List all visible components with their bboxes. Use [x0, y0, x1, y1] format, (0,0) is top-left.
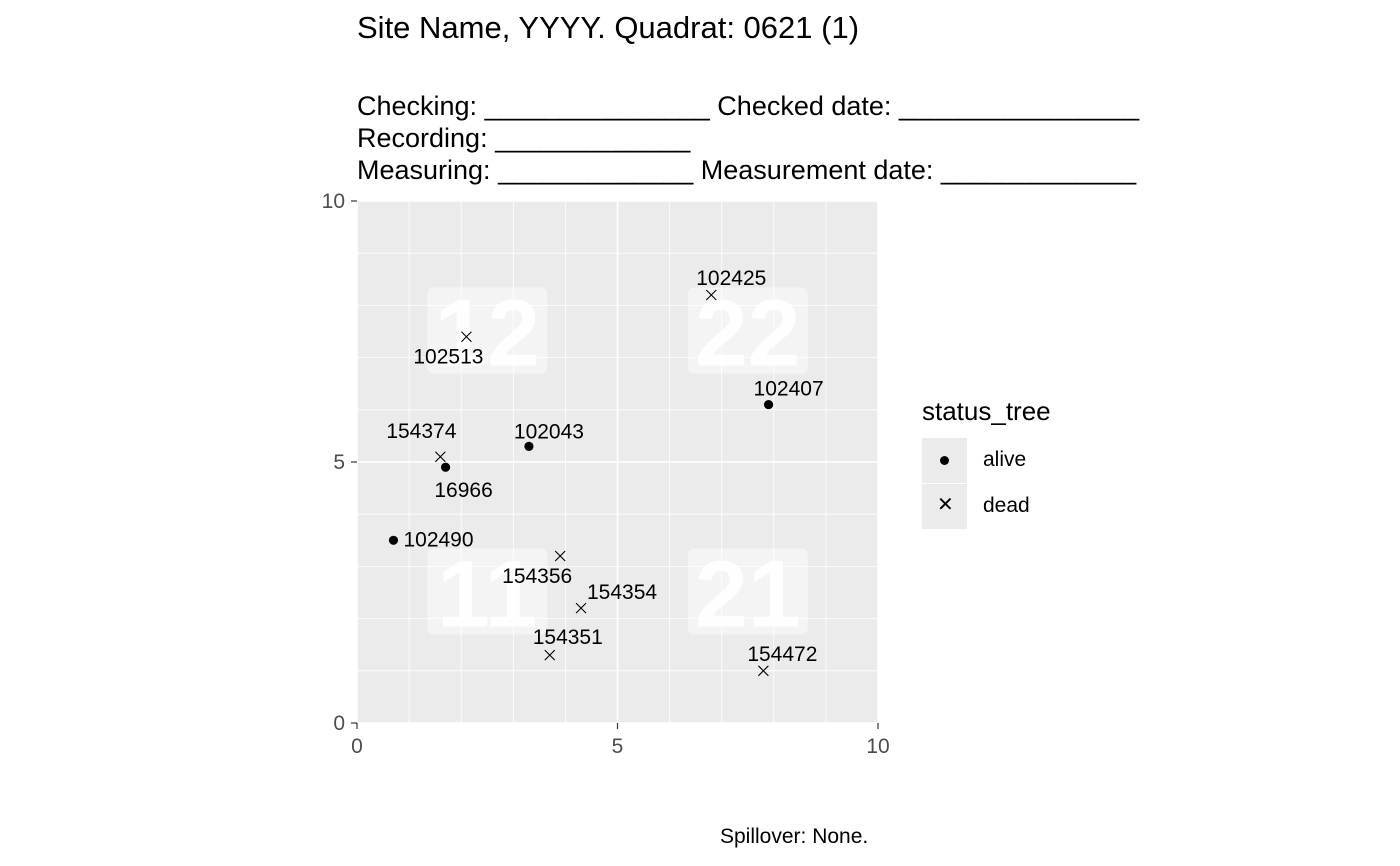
legend-label-dead: dead [983, 494, 1030, 517]
x-tick-label: 5 [612, 735, 624, 758]
point-label-102425: 102425 [696, 267, 766, 290]
quadrant-label-11: 11 [437, 542, 537, 648]
point-alive-16966 [440, 462, 451, 472]
point-label-154351: 154351 [533, 626, 603, 649]
point-label-102407: 102407 [754, 378, 824, 401]
dot-icon [940, 456, 949, 465]
cross-stroke [461, 331, 472, 343]
point-dead-154472 [757, 665, 769, 677]
point-dead-154351 [544, 649, 556, 661]
point-alive-102407 [763, 399, 774, 410]
quadrant-label-22: 22 [695, 281, 801, 387]
subtitle-checking-line: Checking: _______________ Checked date: … [357, 91, 1140, 121]
legend-item-alive: alive [922, 438, 1051, 484]
cross-stroke [434, 451, 446, 463]
axes: 0 5 10 0 5 10 [322, 190, 890, 758]
quadrant-label-box [427, 287, 548, 374]
quadrant-label-21: 21 [695, 542, 801, 648]
x-tick-label: 0 [351, 735, 363, 758]
point-dead-154374 [434, 451, 446, 463]
point-labels: 102425 102513 102407 102043 154374 16966 10249… [386, 267, 823, 666]
y-tick-label: 10 [322, 190, 345, 213]
point-dead-154356 [554, 550, 566, 562]
cross-stroke [575, 602, 587, 614]
cross-stroke [554, 550, 566, 562]
quadrant-label-12: 12 [434, 281, 540, 387]
legend-item-dead: ✕ dead [922, 484, 1051, 530]
point-dead-154354 [575, 602, 587, 614]
point-label-102490: 102490 [403, 528, 473, 551]
chart-caption: Spillover: None. [720, 825, 869, 848]
cross-icon: ✕ [937, 494, 954, 516]
x-tick-label: 10 [866, 735, 889, 758]
point-alive-102043 [524, 441, 534, 451]
chart-title: Site Name, YYYY. Quadrat: 0621 (1) [357, 10, 860, 45]
cross-stroke [705, 289, 717, 301]
legend: status_tree alive ✕ dead [922, 395, 1051, 530]
quadrant-label-box [427, 548, 548, 635]
quadrant-labels: 12 22 11 21 [427, 281, 808, 648]
chart-subtitle: Checking: _______________ Checked date: … [357, 90, 1139, 186]
subtitle-recording-line: Recording: _____________ [357, 123, 691, 153]
legend-key-alive [922, 438, 967, 483]
point-dead-102425 [705, 289, 717, 301]
point-label-154354: 154354 [587, 581, 657, 604]
legend-label-alive: alive [983, 448, 1027, 471]
cross-stroke [544, 649, 556, 661]
point-label-102043: 102043 [514, 420, 584, 443]
point-alive-102490 [388, 535, 399, 545]
grid-lines [356, 200, 879, 724]
data-points [388, 289, 774, 677]
point-label-154472: 154472 [747, 643, 817, 666]
subtitle-measuring-line: Measuring: _____________ Measurement dat… [357, 155, 1137, 185]
point-dead-102513 [461, 331, 472, 343]
cross-stroke [757, 665, 769, 677]
y-tick-label: 0 [333, 712, 345, 735]
legend-title: status_tree [922, 396, 1051, 426]
point-label-154356: 154356 [502, 565, 572, 588]
y-tick-label: 5 [333, 451, 345, 474]
quadrant-label-box [687, 287, 808, 374]
quadrant-label-box [687, 548, 808, 635]
point-label-16966: 16966 [434, 479, 492, 502]
point-label-102513: 102513 [413, 346, 483, 369]
point-label-154374: 154374 [386, 420, 456, 443]
legend-key-dead: ✕ [922, 484, 967, 529]
